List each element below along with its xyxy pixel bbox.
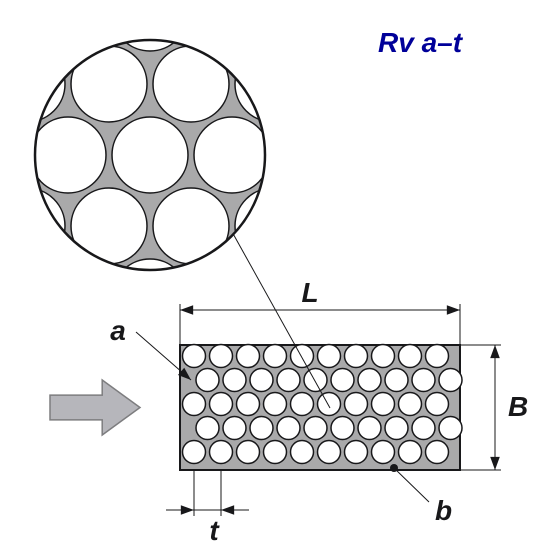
- sheet-hole: [264, 441, 287, 464]
- sheet-hole: [250, 369, 273, 392]
- mag-hole: [317, 188, 393, 264]
- sheet-hole: [399, 345, 422, 368]
- mag-hole: [276, 0, 352, 51]
- sheet-hole: [210, 393, 233, 416]
- sheet-hole: [183, 393, 206, 416]
- sheet-hole: [277, 417, 300, 440]
- sheet-hole: [304, 417, 327, 440]
- sheet-hole: [345, 393, 368, 416]
- mag-hole: [0, 259, 24, 335]
- mag-hole: [71, 46, 147, 122]
- sheet-hole: [237, 393, 260, 416]
- sheet-hole: [385, 417, 408, 440]
- sheet-hole: [318, 393, 341, 416]
- sheet-hole: [291, 345, 314, 368]
- sheet-hole: [358, 417, 381, 440]
- sheet-hole: [439, 417, 462, 440]
- sheet-hole: [399, 393, 422, 416]
- sheet-hole: [439, 369, 462, 392]
- mag-hole: [0, 117, 24, 193]
- sheet-hole: [291, 441, 314, 464]
- dim-arrowhead: [490, 345, 500, 358]
- sheet-hole: [426, 441, 449, 464]
- sheet-hole: [237, 441, 260, 464]
- sheet-hole: [426, 345, 449, 368]
- sheet-hole: [372, 393, 395, 416]
- sheet-hole: [264, 345, 287, 368]
- sheet-hole: [372, 441, 395, 464]
- dim-label: a: [110, 315, 126, 346]
- sheet-hole: [372, 345, 395, 368]
- sheet-hole: [426, 393, 449, 416]
- mag-hole: [30, 259, 106, 335]
- sheet-hole: [196, 369, 219, 392]
- sheet-hole: [264, 393, 287, 416]
- mag-hole: [194, 117, 270, 193]
- dim-arrowhead: [221, 505, 234, 515]
- mag-hole: [153, 46, 229, 122]
- sheet-hole: [210, 441, 233, 464]
- dim-arrowhead: [181, 505, 194, 515]
- sheet-hole: [183, 441, 206, 464]
- sheet-hole: [183, 345, 206, 368]
- leader-line: [394, 468, 429, 502]
- sheet-hole: [318, 345, 341, 368]
- mag-hole: [235, 188, 311, 264]
- sheet-hole: [291, 393, 314, 416]
- sheet-hole: [250, 417, 273, 440]
- mag-hole: [194, 259, 270, 335]
- mag-hole: [194, 0, 270, 51]
- mag-hole: [276, 117, 352, 193]
- sheet-hole: [277, 369, 300, 392]
- dim-label: L: [301, 277, 318, 308]
- dim-label: B: [508, 391, 528, 422]
- sheet-hole: [345, 345, 368, 368]
- sheet-hole: [412, 417, 435, 440]
- dim-arrowhead: [180, 305, 193, 315]
- diagram-title: Rv a–t: [378, 27, 462, 59]
- dim-arrowhead: [447, 305, 460, 315]
- sheet-hole: [331, 417, 354, 440]
- dim-label: b: [435, 495, 452, 526]
- mag-hole: [153, 188, 229, 264]
- sheet-hole: [237, 345, 260, 368]
- leader-dot: [390, 464, 398, 472]
- direction-arrow: [50, 380, 140, 435]
- sheet-hole: [318, 441, 341, 464]
- sheet-hole: [223, 417, 246, 440]
- mag-hole: [30, 117, 106, 193]
- sheet-hole: [385, 369, 408, 392]
- diagram-svg: L Bt a b: [0, 0, 550, 550]
- mag-hole: [112, 117, 188, 193]
- dim-arrowhead: [490, 457, 500, 470]
- mag-hole: [0, 0, 24, 51]
- sheet-hole: [412, 369, 435, 392]
- sheet-hole: [345, 441, 368, 464]
- sheet-hole: [304, 369, 327, 392]
- mag-hole: [71, 188, 147, 264]
- sheet-hole: [210, 345, 233, 368]
- sheet-hole: [399, 441, 422, 464]
- sheet-hole: [331, 369, 354, 392]
- mag-hole: [30, 0, 106, 51]
- dim-label: t: [209, 515, 220, 546]
- sheet-hole: [196, 417, 219, 440]
- sheet-hole: [223, 369, 246, 392]
- sheet-hole: [358, 369, 381, 392]
- mag-hole: [235, 46, 311, 122]
